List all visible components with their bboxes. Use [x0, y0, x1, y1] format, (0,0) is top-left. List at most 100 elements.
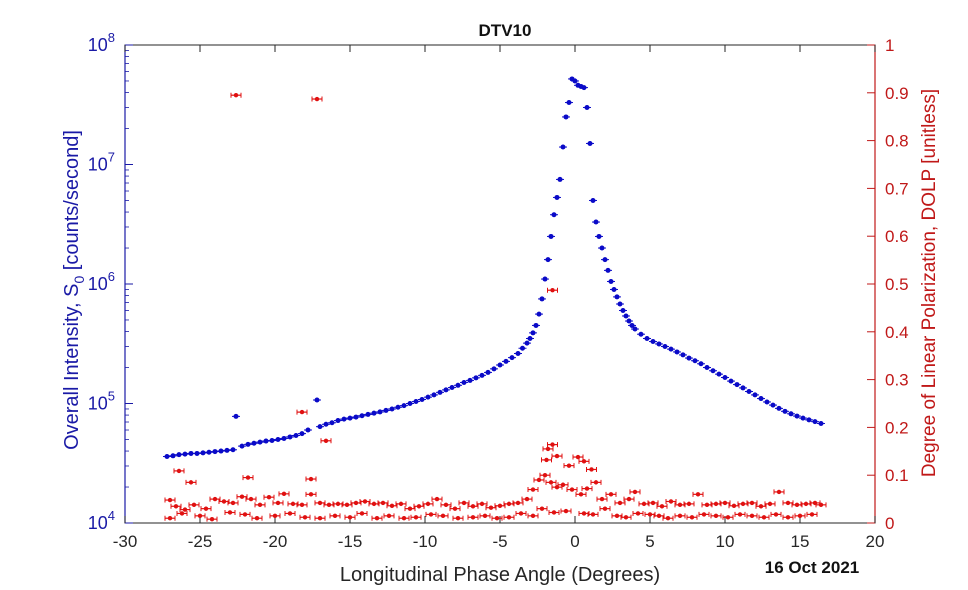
intensity-point	[293, 432, 299, 438]
dolp-point	[536, 477, 542, 483]
intensity-point	[224, 447, 230, 453]
y-left-tick-label: 108	[88, 30, 115, 55]
dolp-point	[566, 463, 572, 468]
x-tick-label: -15	[338, 532, 363, 551]
intensity-point	[245, 441, 251, 447]
intensity-point	[233, 413, 239, 419]
dolp-point	[308, 476, 314, 482]
intensity-point	[317, 424, 323, 430]
dolp-point	[578, 492, 584, 497]
intensity-point	[620, 308, 626, 314]
intensity-point	[524, 340, 530, 346]
y-left-tick-exp: 4	[108, 508, 115, 523]
intensity-point	[632, 326, 638, 332]
intensity-point	[305, 427, 311, 433]
dolp-point	[242, 512, 248, 517]
intensity-point	[668, 346, 674, 352]
y-left-tick-base: 10	[88, 513, 108, 533]
intensity-point	[698, 361, 704, 367]
intensity-point	[371, 410, 377, 416]
dolp-point	[785, 500, 791, 506]
dolp-point	[548, 480, 554, 485]
dolp-point	[761, 515, 767, 520]
intensity-point	[359, 413, 365, 419]
dolp-point	[314, 96, 320, 102]
y-left-tick-exp: 8	[108, 30, 115, 45]
intensity-point	[314, 397, 320, 403]
dolp-point	[332, 513, 338, 519]
dolp-point	[599, 496, 605, 502]
intensity-point	[449, 385, 455, 391]
intensity-point	[770, 402, 776, 408]
intensity-point	[764, 399, 770, 405]
dolp-point	[701, 512, 707, 517]
intensity-point	[686, 355, 692, 361]
dolp-point	[371, 501, 377, 507]
dolp-point	[233, 92, 239, 98]
intensity-point	[299, 431, 305, 437]
y-left-tick-base: 10	[88, 274, 108, 294]
y-right-tick-label: 0.4	[885, 323, 909, 342]
dolp-point	[209, 516, 215, 522]
dolp-point	[539, 506, 545, 511]
dolp-point	[713, 513, 719, 519]
intensity-point	[605, 267, 611, 273]
intensity-point	[503, 358, 509, 364]
dolp-point	[380, 500, 386, 506]
dolp-point	[290, 501, 296, 507]
y-left-tick-label: 107	[88, 150, 115, 175]
dolp-point	[659, 504, 665, 509]
intensity-point	[479, 372, 485, 378]
intensity-point	[401, 403, 407, 409]
intensity-point	[251, 440, 257, 446]
dolp-point	[593, 480, 599, 485]
intensity-point	[563, 114, 569, 120]
dolp-point	[428, 512, 434, 517]
dolp-point	[317, 516, 323, 521]
dolp-point	[239, 494, 245, 499]
dolp-point	[470, 504, 476, 509]
intensity-point	[194, 450, 200, 456]
dolp-point	[803, 501, 809, 507]
intensity-point	[716, 371, 722, 377]
intensity-point	[806, 417, 812, 423]
dolp-point	[542, 473, 548, 478]
dolp-point	[455, 516, 461, 521]
intensity-point	[656, 341, 662, 347]
dolp-point	[374, 516, 380, 521]
dolp-point	[488, 505, 494, 510]
intensity-point	[548, 233, 554, 239]
dolp-point	[530, 487, 536, 492]
dolp-point	[386, 513, 392, 519]
intensity-point	[473, 375, 479, 381]
intensity-point	[377, 409, 383, 415]
intensity-point	[812, 419, 818, 425]
dolp-point	[176, 468, 182, 474]
dolp-point	[767, 501, 773, 507]
dolp-point	[731, 503, 737, 508]
dolp-point	[563, 508, 569, 514]
dolp-point	[545, 446, 551, 452]
intensity-point	[200, 450, 206, 456]
dolp-point	[416, 504, 422, 509]
intensity-point	[638, 331, 644, 337]
dolp-point	[230, 500, 236, 506]
dolp-point	[656, 513, 662, 519]
intensity-point	[281, 435, 287, 441]
intensity-point	[557, 176, 563, 182]
dolp-point	[794, 502, 800, 508]
dolp-point	[482, 513, 488, 519]
dolp-point	[323, 438, 329, 443]
x-tick-label: -5	[492, 532, 507, 551]
dolp-point	[443, 502, 449, 508]
dolp-point	[257, 502, 263, 508]
intensity-point	[710, 368, 716, 374]
dolp-point	[470, 515, 476, 520]
intensity-point	[515, 351, 521, 357]
intensity-point	[602, 257, 608, 263]
dolp-point	[167, 516, 173, 521]
intensity-point	[206, 449, 212, 455]
dolp-point	[461, 500, 467, 506]
